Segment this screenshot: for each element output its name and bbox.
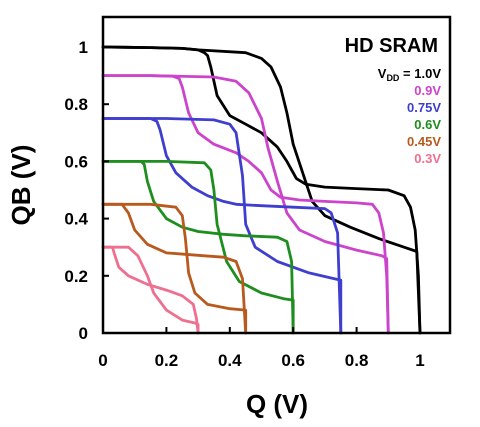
series-3-curve-a — [101, 160, 295, 335]
series-1-curve-a — [101, 74, 390, 335]
x-axis-label: Q (V) — [246, 389, 308, 419]
x-tick-label: 0.8 — [345, 351, 369, 370]
legend-entry-3: 0.6V — [414, 117, 441, 132]
x-tick-label: 0.4 — [218, 351, 242, 370]
series-2-curve-b — [101, 117, 343, 335]
plot-frame — [101, 15, 452, 335]
x-tick-label: 0.6 — [281, 351, 305, 370]
legend: VDD = 1.0V0.9V 0.75V 0.6V 0.45V 0.3V — [378, 66, 442, 166]
y-tick-label: 0.2 — [64, 267, 88, 286]
chart-title: HD SRAM — [345, 35, 438, 57]
legend-entry-4: 0.45V — [407, 134, 441, 149]
y-tick-label: 0.4 — [64, 210, 88, 229]
x-tick-label: 0 — [98, 351, 107, 370]
x-tick-label: 0.2 — [155, 351, 179, 370]
legend-entry-0: VDD = 1.0V — [378, 66, 442, 83]
y-axis-label: QB (V) — [6, 145, 36, 226]
y-tick-label: 0 — [79, 324, 88, 343]
legend-entry-1: 0.9V — [414, 83, 441, 98]
legend-entry-5: 0.3V — [414, 151, 441, 166]
series-3-curve-b — [101, 160, 295, 335]
legend-entry-2: 0.75V — [407, 100, 441, 115]
series-1-curve-b — [101, 74, 390, 335]
y-tick-label: 0.8 — [64, 95, 88, 114]
series-4-curve-a — [101, 202, 248, 335]
x-axis-ticks: 0 0.2 0.4 0.6 0.8 1 — [98, 327, 425, 370]
series-5-curve-b — [101, 245, 200, 335]
series-0-curve-a — [101, 45, 422, 335]
x-tick-label: 1 — [415, 351, 424, 370]
series-curves — [101, 45, 422, 335]
series-4-curve-b — [101, 202, 248, 335]
y-tick-label: 1 — [79, 38, 88, 57]
y-tick-label: 0.6 — [64, 152, 88, 171]
y-axis-ticks: 0 0.2 0.4 0.6 0.8 1 — [64, 38, 109, 343]
series-5-curve-a — [101, 245, 200, 335]
